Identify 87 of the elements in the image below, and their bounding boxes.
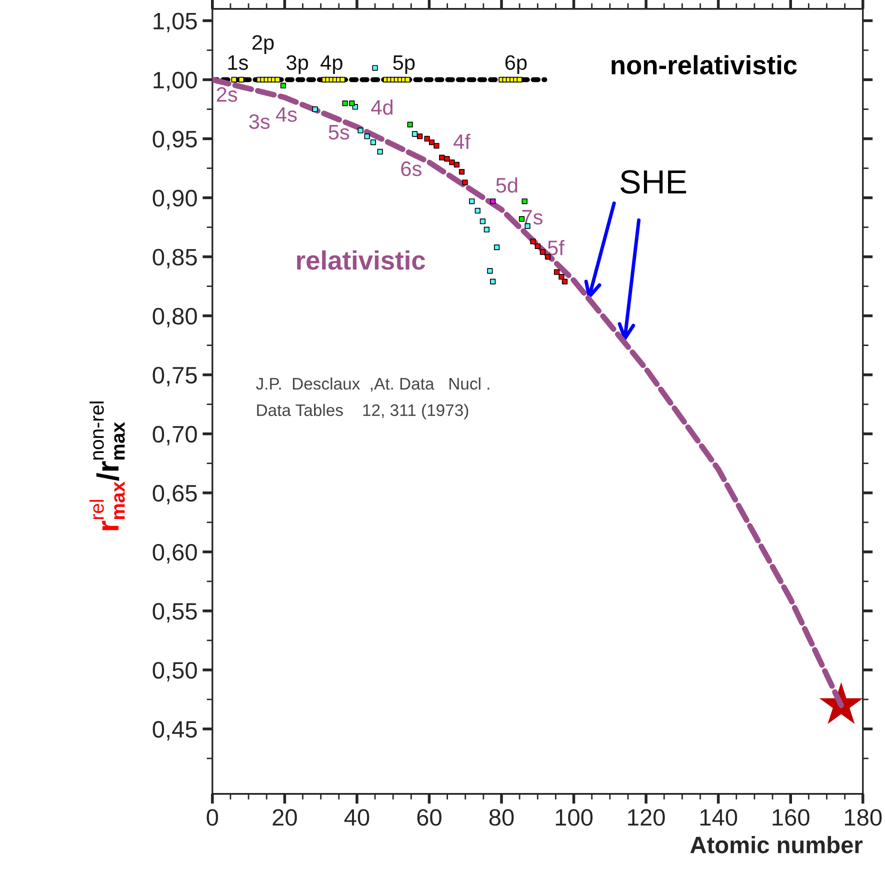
point xyxy=(522,198,528,204)
y-axis-title: rmaxrel/rmaxnon-rel xyxy=(90,402,125,530)
annotation: 2p xyxy=(252,35,274,54)
y-tick-label: 0,65 xyxy=(152,484,197,504)
y-tick-label: 0,70 xyxy=(152,426,197,446)
point xyxy=(454,162,460,168)
x-tick-label: 100 xyxy=(556,809,593,826)
point xyxy=(238,76,244,83)
point xyxy=(434,142,440,149)
y-tick-label: 0,95 xyxy=(152,130,197,150)
y-tick-label: 0,55 xyxy=(152,602,197,622)
point xyxy=(231,76,237,83)
point xyxy=(404,76,410,83)
y-tick-label: 0,85 xyxy=(152,248,197,268)
point xyxy=(280,82,286,88)
annotation: 4s xyxy=(276,107,297,122)
point xyxy=(364,134,370,140)
point xyxy=(480,218,486,224)
y-tick-label: 1,05 xyxy=(154,12,197,32)
point xyxy=(412,131,418,137)
text: relativistic xyxy=(297,250,426,270)
y-tick-label: 0,80 xyxy=(152,308,197,328)
point xyxy=(370,139,376,146)
point xyxy=(462,180,468,186)
point xyxy=(487,268,493,274)
x-tick-label: 180 xyxy=(844,809,882,826)
point xyxy=(558,274,564,280)
annotation: 3p xyxy=(286,55,308,74)
x-tick-label: 80 xyxy=(489,809,514,826)
y-tick-label: 1,00 xyxy=(154,72,197,92)
point xyxy=(424,136,430,142)
point xyxy=(490,278,496,284)
x-axis-title: Atomic number xyxy=(690,836,863,854)
annotation: 5f xyxy=(548,240,564,256)
point xyxy=(474,208,480,214)
point xyxy=(469,198,475,204)
point xyxy=(458,168,465,175)
x-tick-label: 160 xyxy=(772,809,810,826)
point xyxy=(449,160,455,166)
annotation: 2s xyxy=(216,87,238,102)
point xyxy=(530,238,536,244)
annotation: 4d xyxy=(371,99,392,115)
text: non-relativistic xyxy=(612,55,797,74)
y-tick-label: 0,50 xyxy=(152,662,197,682)
y-tick-label: 0,90 xyxy=(152,190,197,210)
point xyxy=(494,244,500,250)
point xyxy=(312,106,318,112)
point xyxy=(407,122,413,128)
point xyxy=(358,128,364,134)
y-tick-label: 0,60 xyxy=(152,544,197,564)
point xyxy=(340,76,346,83)
x-tick-label: 20 xyxy=(272,809,297,826)
point xyxy=(428,139,435,146)
point xyxy=(554,269,560,275)
y-tick-label: 0,75 xyxy=(152,366,197,386)
x-tick-label: 60 xyxy=(417,809,442,826)
annotation: SHE xyxy=(620,170,686,194)
x-tick-label: 40 xyxy=(344,809,370,826)
point xyxy=(444,156,450,162)
point xyxy=(534,243,540,249)
point xyxy=(377,148,383,155)
point xyxy=(540,249,546,255)
point xyxy=(349,100,355,106)
annotation: 7s xyxy=(522,210,542,225)
annotation: 4p xyxy=(320,55,342,74)
point xyxy=(439,154,445,160)
point xyxy=(372,65,378,71)
point xyxy=(484,226,490,232)
point xyxy=(274,76,280,83)
x-tick-label: 120 xyxy=(628,809,665,826)
annotation: 5d xyxy=(496,177,518,193)
point xyxy=(562,278,568,284)
point xyxy=(490,198,496,204)
x-tick-label: 0 xyxy=(206,809,218,826)
x-tick-label: 140 xyxy=(700,809,738,826)
annotation: 4f xyxy=(454,134,470,149)
annotation: J.P. Desclaux ,At. Data Nucl . Data Tables 12, 311 (1973) xyxy=(256,377,490,420)
annotation: 6s xyxy=(401,161,422,176)
point xyxy=(516,76,522,83)
annotation: 5s xyxy=(328,125,350,140)
annotation: 1s xyxy=(228,55,248,70)
annotation: 5p xyxy=(393,55,415,74)
point xyxy=(342,100,348,106)
annotation: 6p xyxy=(505,55,527,74)
annotation: 3s xyxy=(249,114,270,129)
y-tick-label: 0,45 xyxy=(152,721,197,741)
point xyxy=(417,134,423,140)
